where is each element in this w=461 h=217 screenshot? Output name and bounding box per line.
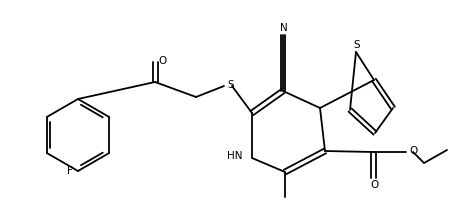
Text: F: F — [67, 166, 73, 176]
Text: S: S — [228, 80, 234, 90]
Text: O: O — [370, 180, 378, 190]
Text: O: O — [158, 56, 166, 66]
Text: O: O — [409, 146, 417, 156]
Text: HN: HN — [226, 151, 242, 161]
Text: S: S — [354, 40, 361, 50]
Text: N: N — [280, 23, 288, 33]
